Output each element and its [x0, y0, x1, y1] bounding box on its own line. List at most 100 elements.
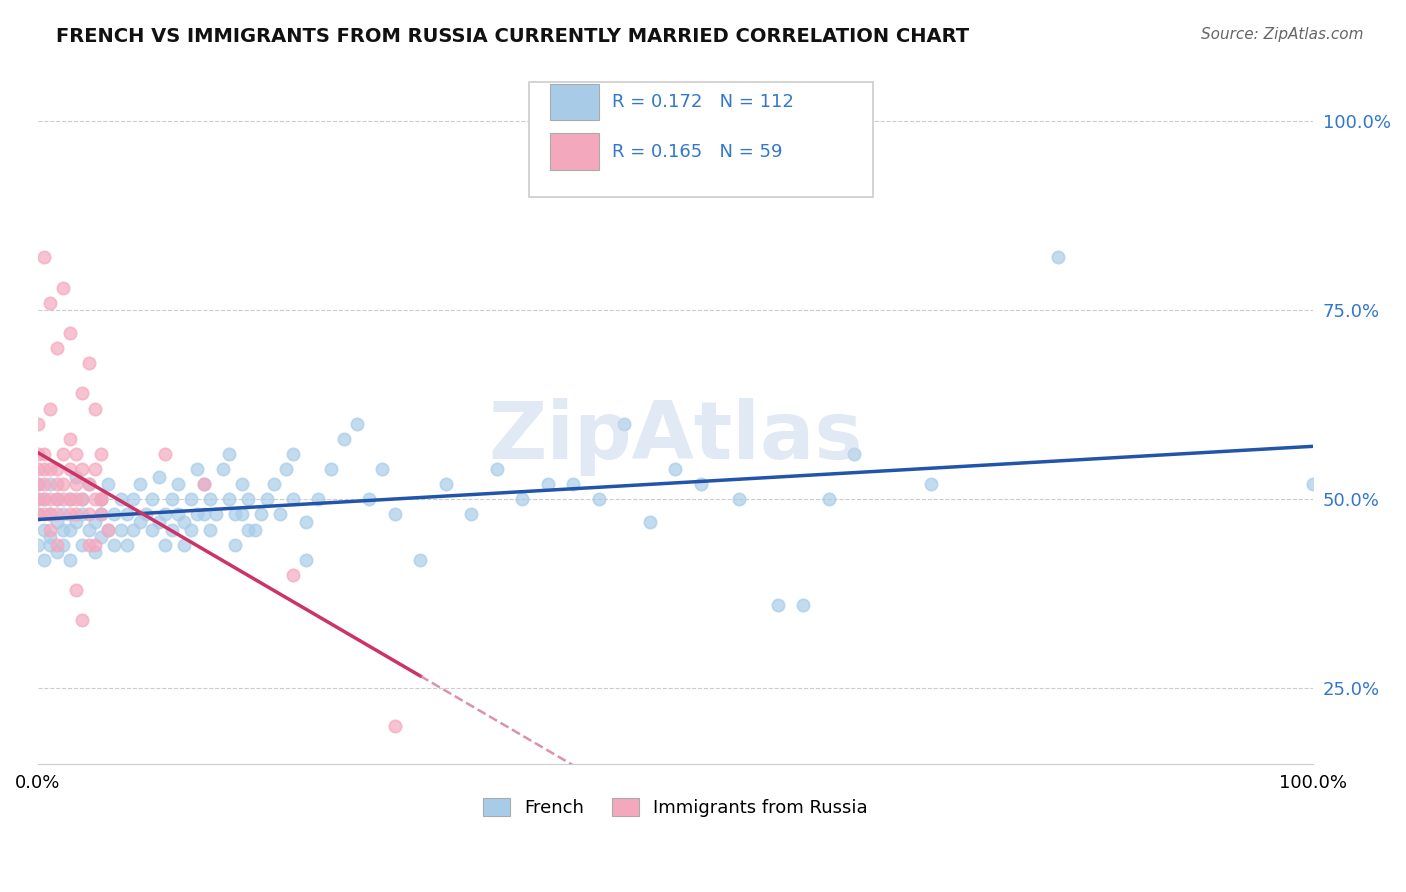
- Point: [409, 553, 432, 567]
- Point: [27, 477, 49, 491]
- Point: [32, 251, 55, 265]
- Point: [167, 477, 190, 491]
- Point: [110, 523, 132, 537]
- Point: [39, 523, 62, 537]
- Point: [39, 295, 62, 310]
- Point: [256, 492, 278, 507]
- Point: [263, 477, 285, 491]
- Point: [281, 492, 304, 507]
- Point: [84, 515, 107, 529]
- Point: [72, 492, 94, 507]
- Point: [39, 477, 62, 491]
- Point: [45, 462, 67, 476]
- Point: [155, 508, 177, 522]
- Point: [231, 477, 253, 491]
- Point: [115, 508, 138, 522]
- Point: [52, 477, 75, 491]
- Point: [294, 515, 316, 529]
- Point: [90, 508, 112, 522]
- Point: [58, 432, 80, 446]
- Point: [97, 523, 120, 537]
- Point: [346, 417, 368, 431]
- Point: [77, 356, 100, 370]
- Point: [186, 508, 208, 522]
- Point: [65, 582, 87, 597]
- Point: [45, 492, 67, 507]
- Point: [920, 477, 942, 491]
- Point: [84, 462, 107, 476]
- Point: [638, 515, 661, 529]
- Point: [97, 523, 120, 537]
- Point: [39, 530, 62, 544]
- Text: Source: ZipAtlas.com: Source: ZipAtlas.com: [1201, 27, 1364, 42]
- Point: [32, 492, 55, 507]
- Point: [115, 538, 138, 552]
- Point: [588, 492, 610, 507]
- Point: [186, 462, 208, 476]
- Point: [613, 417, 636, 431]
- Point: [58, 553, 80, 567]
- Point: [537, 477, 560, 491]
- Text: FRENCH VS IMMIGRANTS FROM RUSSIA CURRENTLY MARRIED CORRELATION CHART: FRENCH VS IMMIGRANTS FROM RUSSIA CURRENT…: [56, 27, 969, 45]
- Point: [193, 477, 215, 491]
- Point: [27, 447, 49, 461]
- Point: [52, 281, 75, 295]
- Point: [319, 462, 342, 476]
- Point: [84, 538, 107, 552]
- Point: [205, 508, 228, 522]
- Point: [65, 508, 87, 522]
- Point: [39, 538, 62, 552]
- FancyBboxPatch shape: [551, 84, 599, 120]
- Text: ZipAtlas: ZipAtlas: [488, 398, 863, 476]
- Point: [58, 508, 80, 522]
- Point: [32, 508, 55, 522]
- Point: [333, 432, 356, 446]
- Point: [27, 538, 49, 552]
- Point: [128, 515, 150, 529]
- Point: [155, 447, 177, 461]
- Point: [77, 523, 100, 537]
- Point: [58, 492, 80, 507]
- Point: [211, 462, 233, 476]
- Point: [103, 508, 125, 522]
- Point: [27, 508, 49, 522]
- Point: [276, 462, 298, 476]
- Point: [45, 492, 67, 507]
- Point: [77, 477, 100, 491]
- Point: [45, 538, 67, 552]
- Point: [690, 477, 713, 491]
- Point: [384, 508, 406, 522]
- Point: [173, 515, 195, 529]
- Point: [141, 523, 163, 537]
- Point: [39, 508, 62, 522]
- Point: [27, 492, 49, 507]
- Point: [52, 523, 75, 537]
- Point: [307, 492, 329, 507]
- Point: [65, 492, 87, 507]
- Point: [384, 719, 406, 733]
- Point: [84, 545, 107, 559]
- Point: [728, 492, 751, 507]
- Point: [32, 553, 55, 567]
- Point: [122, 492, 145, 507]
- Point: [84, 492, 107, 507]
- Point: [128, 477, 150, 491]
- Point: [1047, 251, 1070, 265]
- Point: [45, 477, 67, 491]
- Point: [90, 508, 112, 522]
- Point: [90, 492, 112, 507]
- Point: [97, 477, 120, 491]
- Point: [180, 523, 202, 537]
- Point: [193, 508, 215, 522]
- Point: [792, 598, 814, 612]
- Point: [141, 492, 163, 507]
- Point: [434, 477, 457, 491]
- Point: [562, 477, 585, 491]
- Point: [72, 492, 94, 507]
- Point: [198, 523, 221, 537]
- Point: [58, 523, 80, 537]
- Point: [148, 469, 170, 483]
- Point: [173, 538, 195, 552]
- Point: [460, 508, 482, 522]
- Point: [160, 492, 183, 507]
